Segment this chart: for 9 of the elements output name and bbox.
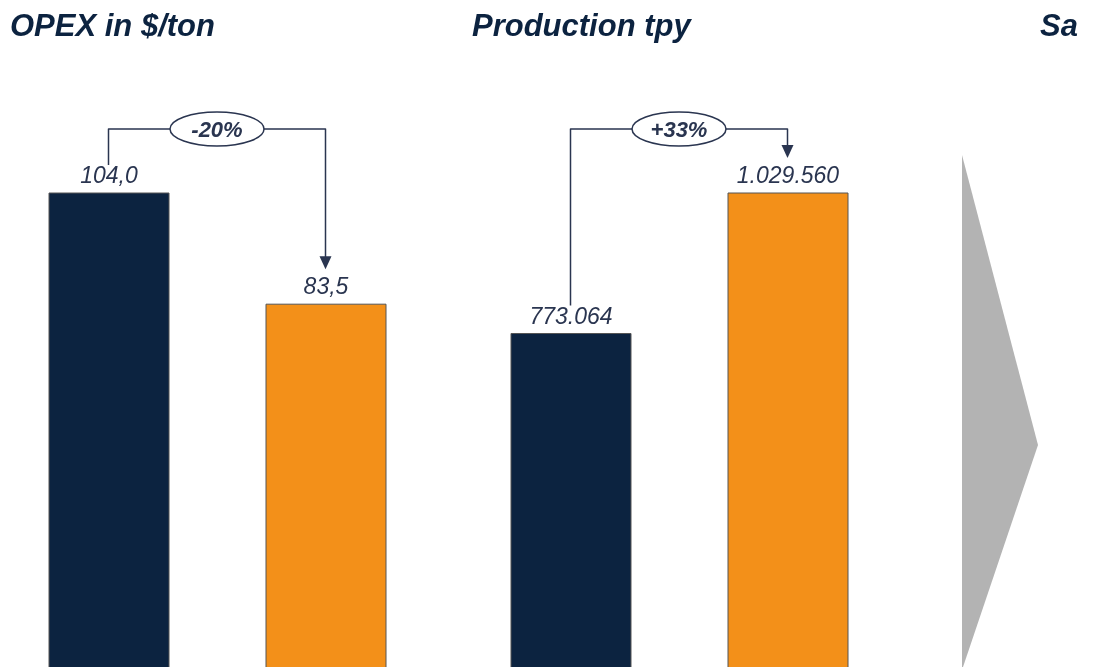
chart-title: OPEX in $/ton (10, 8, 215, 44)
chart-title: Production tpy (472, 8, 691, 44)
text: +33% (650, 117, 708, 142)
data-label: 104,0 (80, 162, 138, 188)
data-label: 773.064 (529, 302, 613, 329)
text: -20% (191, 117, 243, 142)
data-label: 83,5 (303, 273, 349, 300)
text: Sa (1040, 8, 1078, 44)
data-label: 1.029.560 (736, 162, 840, 188)
